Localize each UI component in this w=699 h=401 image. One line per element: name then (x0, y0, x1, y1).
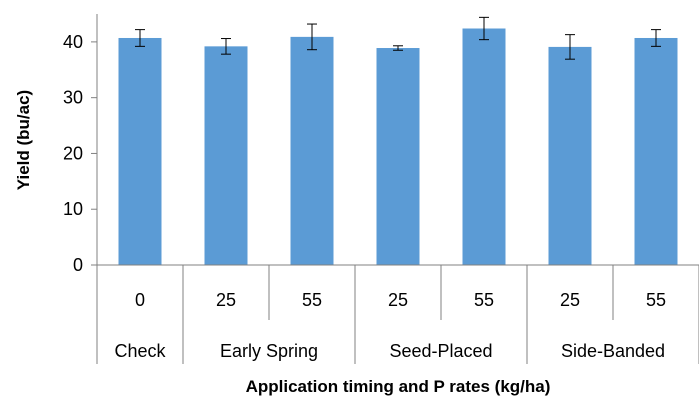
x-group-label: Side-Banded (561, 341, 665, 361)
y-ticks (91, 41, 97, 266)
bar (462, 28, 506, 265)
x-category-label: 25 (388, 290, 408, 310)
y-tick-label: 30 (63, 88, 83, 108)
y-tick-label: 20 (63, 143, 83, 163)
y-tick-label: 40 (63, 32, 83, 52)
y-axis: 0 10 20 30 40 (63, 14, 98, 275)
bar (118, 37, 162, 266)
x-group-label: Seed-Placed (389, 341, 492, 361)
y-tick-label: 10 (63, 199, 83, 219)
bar (204, 46, 248, 266)
bar (548, 46, 592, 265)
bars (118, 28, 678, 266)
x-axis-title: Application timing and P rates (kg/ha) (246, 377, 551, 396)
error-bars (135, 16, 661, 60)
x-group-label: Early Spring (220, 341, 318, 361)
x-category-label: 55 (302, 290, 322, 310)
x-group-label: Check (114, 341, 166, 361)
x-axis: 0 25 55 25 55 25 55 Check Early Spring Seed-Plac… (96, 264, 699, 364)
y-axis-title: Yield (bu/ac) (14, 90, 33, 190)
bar (634, 37, 678, 266)
x-category-dividers (96, 265, 699, 364)
x-group-labels: Check Early Spring Seed-Placed Side-Banded (114, 341, 665, 361)
y-tick-label: 0 (73, 255, 83, 275)
x-category-labels: 0 25 55 25 55 25 55 (135, 290, 666, 310)
x-category-label: 25 (560, 290, 580, 310)
x-category-label: 55 (474, 290, 494, 310)
bar (290, 36, 334, 265)
x-category-label: 25 (216, 290, 236, 310)
x-category-label: 55 (646, 290, 666, 310)
y-tick-labels: 0 10 20 30 40 (63, 32, 83, 275)
x-category-label: 0 (135, 290, 145, 310)
bar (376, 48, 420, 265)
